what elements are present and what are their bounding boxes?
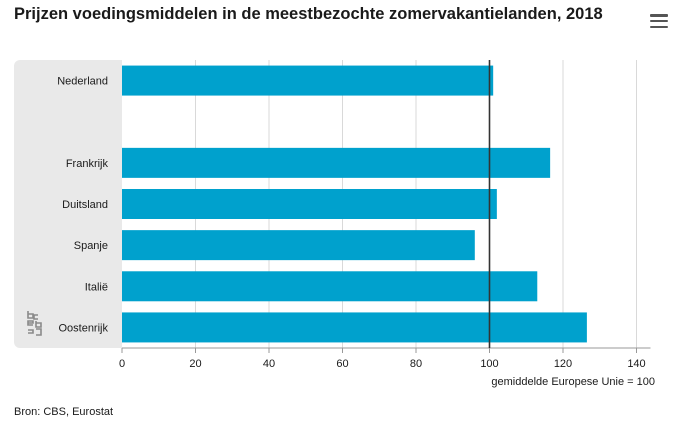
x-tick-label: 0 xyxy=(119,358,125,370)
category-label: Italië xyxy=(85,281,108,293)
bar xyxy=(122,65,494,96)
x-tick-label: 100 xyxy=(480,358,498,370)
x-tick-label: 80 xyxy=(410,358,422,370)
x-tick-label: 60 xyxy=(336,358,348,370)
source-note: Bron: CBS, Eurostat xyxy=(14,406,114,418)
x-axis-label: gemiddelde Europese Unie = 100 xyxy=(491,376,655,388)
x-tick-label: 40 xyxy=(263,358,275,370)
x-tick-label: 20 xyxy=(189,358,201,370)
x-tick-label: 140 xyxy=(627,358,645,370)
bar xyxy=(122,147,551,178)
category-label: Duitsland xyxy=(62,199,108,211)
bar xyxy=(122,312,587,343)
bar xyxy=(122,230,475,261)
category-label: Oostenrijk xyxy=(58,322,108,334)
chart-title: Prijzen voedingsmiddelen in de meestbezo… xyxy=(14,5,603,23)
bar xyxy=(122,271,538,302)
category-label: Spanje xyxy=(74,240,108,252)
menu-icon[interactable] xyxy=(650,14,668,30)
category-label: Frankrijk xyxy=(66,158,109,170)
category-label: Nederland xyxy=(57,76,108,88)
x-tick-label: 120 xyxy=(554,358,572,370)
bar xyxy=(122,189,497,219)
cbs-logo-icon xyxy=(27,311,42,336)
